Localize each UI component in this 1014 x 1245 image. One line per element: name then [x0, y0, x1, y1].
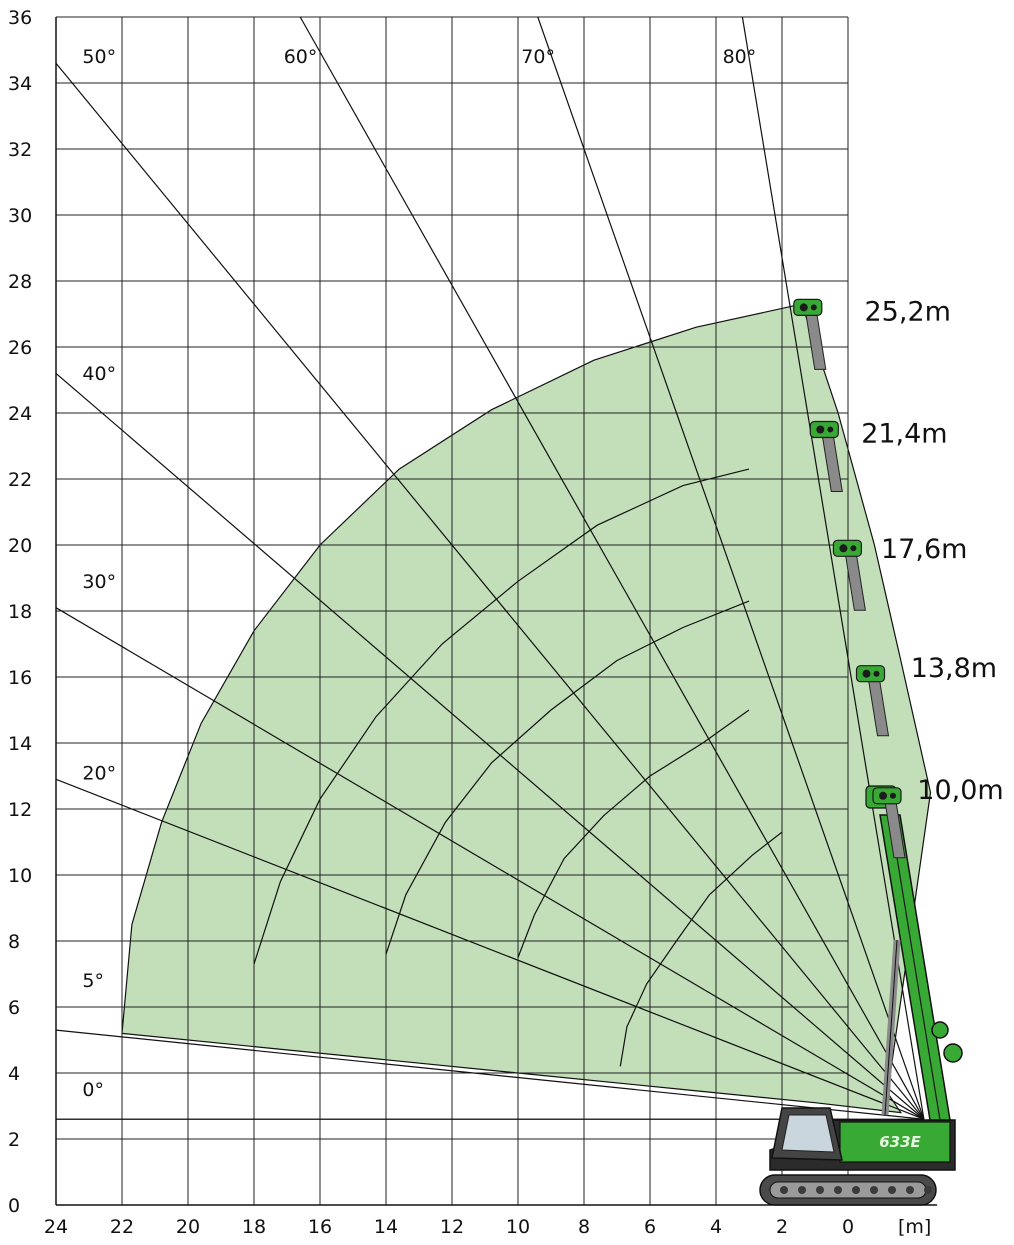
angle-line-1: [55, 1029, 924, 1120]
angle-label: 20°: [82, 762, 116, 784]
y-tick-label: 36: [8, 7, 32, 29]
y-tick-label: 0: [8, 1195, 20, 1217]
excavator-machine: 633E: [759, 785, 963, 1206]
boom-length-label: 25,2m: [865, 297, 951, 328]
rotary-head-hub: [810, 304, 817, 311]
x-tick-label: 16: [308, 1216, 332, 1238]
pulley-icon: [943, 1043, 963, 1063]
grid-layer: [55, 16, 938, 1206]
track-roller: [888, 1186, 896, 1194]
y-tick-label: 6: [8, 997, 20, 1019]
rotary-head-hub: [873, 670, 880, 677]
angle-labels-layer: 0° 5° 20° 30° 40° 50° 60° 70° 80°: [82, 46, 756, 1101]
cab-window: [781, 1114, 835, 1153]
track-roller: [870, 1186, 878, 1194]
x-tick-label: 6: [644, 1216, 656, 1238]
track-roller: [816, 1186, 824, 1194]
x-tick-label: 20: [176, 1216, 200, 1238]
x-tick-label: 24: [44, 1216, 68, 1238]
y-tick-label: 2: [8, 1129, 20, 1151]
y-tick-label: 28: [8, 271, 32, 293]
y-tick-label: 22: [8, 469, 32, 491]
angle-label: 0°: [82, 1079, 104, 1101]
y-tick-label: 8: [8, 931, 20, 953]
crawler-track-inner: [769, 1181, 927, 1199]
track-roller: [780, 1186, 788, 1194]
y-tick-label: 30: [8, 205, 32, 227]
x-tick-label: 12: [440, 1216, 464, 1238]
rotary-head-hub: [879, 791, 887, 800]
y-tick-label: 14: [8, 733, 32, 755]
boom-length-label: 13,8m: [911, 653, 997, 684]
track-roller: [798, 1186, 806, 1194]
boom-length-label: 10,0m: [917, 775, 1003, 806]
x-tick-label: 22: [110, 1216, 134, 1238]
engine-housing: [839, 1121, 951, 1163]
radius-arc-2: [385, 600, 750, 955]
y-tick-label: 26: [8, 337, 32, 359]
x-tick-label: 8: [578, 1216, 590, 1238]
y-tick-label: 32: [8, 139, 32, 161]
y-tick-label: 10: [8, 865, 32, 887]
x-axis-unit-label: [m]: [898, 1216, 931, 1238]
machine-model-label: 633E: [879, 1133, 921, 1151]
pulley-icon: [931, 1021, 949, 1039]
track-roller: [924, 1186, 932, 1194]
track-roller: [906, 1186, 914, 1194]
radius-arc-1: [517, 709, 750, 958]
y-tick-label: 34: [8, 73, 32, 95]
boom-length-label: 17,6m: [881, 534, 967, 565]
x-tick-label: 10: [506, 1216, 530, 1238]
angle-line-3: [55, 607, 925, 1120]
angle-line-7: [537, 16, 925, 1120]
angle-label: 5°: [82, 970, 104, 992]
angle-line-8: [741, 16, 925, 1120]
rotary-head-hub: [862, 669, 871, 678]
angle-label: 60°: [284, 46, 318, 68]
y-tick-label: 12: [8, 799, 32, 821]
angle-label: 30°: [82, 571, 116, 593]
radius-arcs-layer: [253, 468, 783, 1067]
y-tick-label: 4: [8, 1063, 20, 1085]
y-tick-label: 24: [8, 403, 32, 425]
angle-line-4: [55, 372, 925, 1120]
x-tick-label: 18: [242, 1216, 266, 1238]
angle-line-2: [55, 778, 925, 1120]
rotary-head-hub: [890, 792, 896, 799]
rotary-head-hub: [816, 425, 825, 434]
angle-label: 40°: [82, 363, 116, 385]
x-tick-label: 2: [776, 1216, 788, 1238]
radius-arc-0: [619, 831, 783, 1067]
angle-label: 50°: [82, 46, 116, 68]
hydraulic-cylinder-outline: [884, 939, 898, 1116]
radius-arc-3: [253, 468, 750, 965]
track-roller: [834, 1186, 842, 1194]
x-tick-label: 4: [710, 1216, 722, 1238]
angle-label: 70°: [521, 46, 555, 68]
rotary-head-hub: [827, 426, 834, 433]
mast-rail: [889, 814, 941, 1121]
angle-line-6: [299, 16, 925, 1120]
rotary-head-hub: [839, 544, 848, 553]
angle-lines-layer: [55, 16, 925, 1120]
track-roller: [852, 1186, 860, 1194]
x-axis-tick-labels: 24 22 20 18 16 14 12 10 8 6 4 2 0: [44, 1216, 854, 1238]
boom-length-label: 21,4m: [861, 419, 947, 450]
rotary-head-hub: [799, 303, 808, 312]
rotary-head-hub: [850, 545, 857, 552]
x-tick-label: 14: [374, 1216, 398, 1238]
angle-label: 80°: [723, 46, 757, 68]
y-tick-label: 18: [8, 601, 32, 623]
y-tick-label: 16: [8, 667, 32, 689]
y-tick-label: 20: [8, 535, 32, 557]
boom-length-labels-layer: 25,2m 21,4m 17,6m 13,8m 10,0m: [793, 297, 1004, 859]
angle-line-5: [55, 62, 925, 1120]
x-tick-label: 0: [842, 1216, 854, 1238]
